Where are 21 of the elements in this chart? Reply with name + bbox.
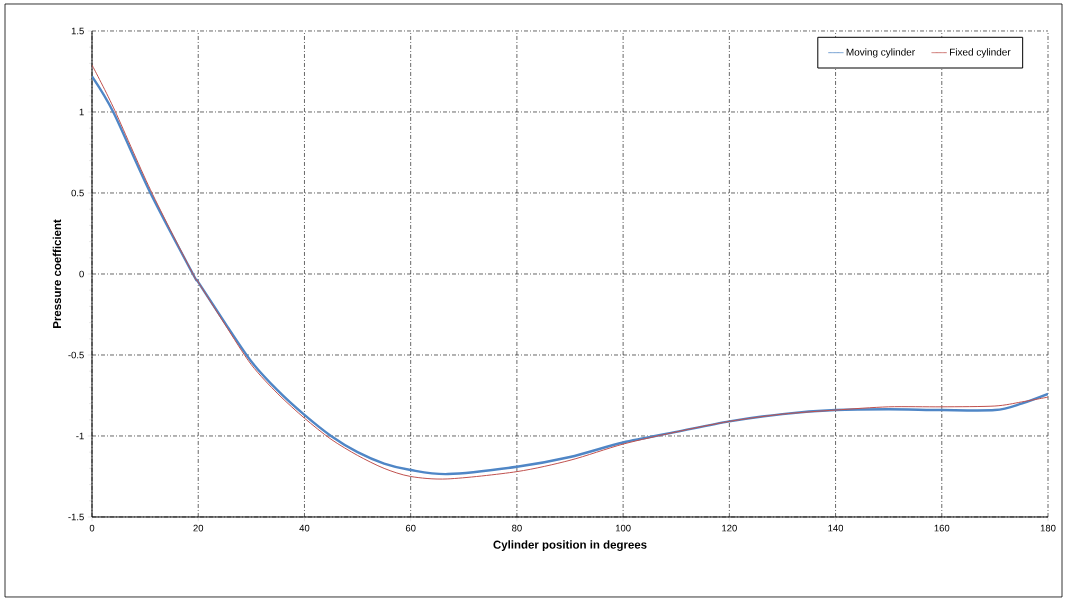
x-tick-label: 180 xyxy=(1040,524,1056,532)
y-tick-label: 1 xyxy=(79,108,84,116)
legend-label: Fixed cylinder xyxy=(950,48,1011,58)
y-tick-label: -1 xyxy=(76,432,84,440)
y-tick-label: -0.5 xyxy=(68,351,84,359)
y-axis-title: Pressure coefficient xyxy=(52,219,62,328)
x-axis-title: Cylinder position in degrees xyxy=(493,540,647,552)
x-tick-label: 140 xyxy=(828,524,844,532)
y-tick-label: 0.5 xyxy=(71,189,84,197)
x-tick-label: 160 xyxy=(934,524,950,532)
legend-label: Moving cylinder xyxy=(846,48,915,58)
x-tick-label: 20 xyxy=(193,524,204,532)
y-tick-label: 0 xyxy=(79,270,84,278)
x-tick-label: 80 xyxy=(512,524,522,532)
x-tick-label: 100 xyxy=(615,524,631,532)
x-tick-label: 40 xyxy=(299,524,310,532)
y-tick-label: 1.5 xyxy=(71,27,84,35)
x-tick-label: 60 xyxy=(405,524,416,532)
x-tick-label: 0 xyxy=(89,524,95,532)
y-tick-label: -1.5 xyxy=(68,513,84,521)
x-tick-label: 120 xyxy=(722,524,737,532)
